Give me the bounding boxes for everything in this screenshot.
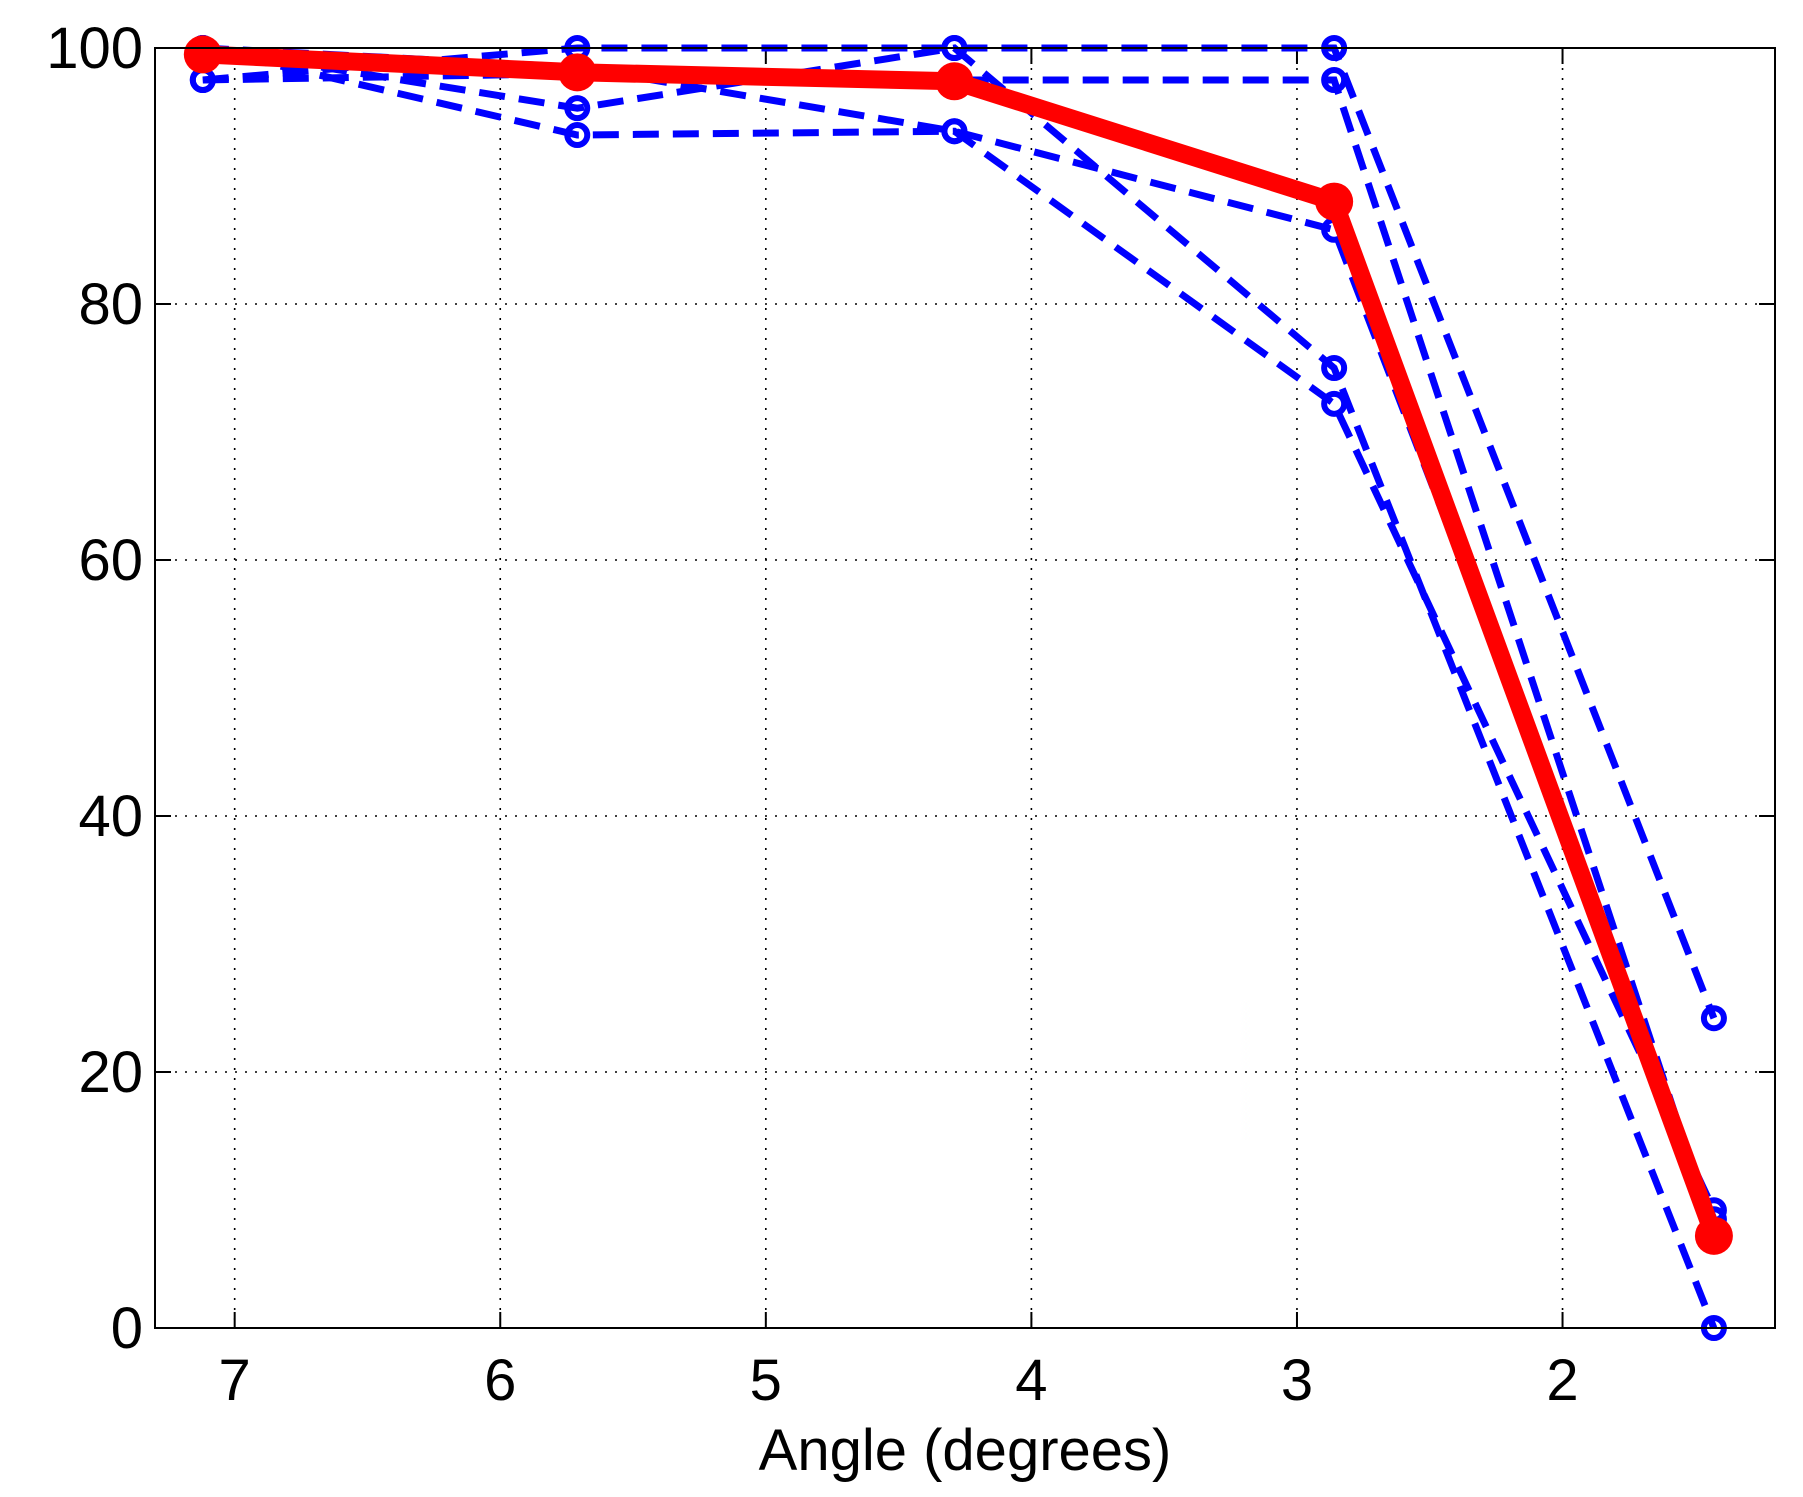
subject-2-line (202, 44, 1718, 1212)
x-axis-title: Angle (degrees) (759, 1418, 1172, 1483)
plot-frame (154, 47, 1776, 1329)
y-tick-label: 60 (78, 528, 143, 593)
subject-3-point (564, 95, 591, 122)
subject-4-point (1321, 67, 1348, 93)
x-tick-label: 4 (1015, 1348, 1047, 1413)
subject-2-point (1321, 390, 1348, 417)
x-tick-label: 6 (484, 1348, 516, 1413)
x-tick-label: 3 (1281, 1348, 1313, 1413)
mean-point (558, 53, 597, 92)
series-mean (183, 35, 1733, 1255)
subject-3-point (1321, 355, 1348, 381)
y-tick-label: 80 (78, 272, 143, 337)
y-tick-label: 40 (78, 784, 143, 849)
x-tick-label: 5 (750, 1348, 782, 1413)
x-tick-label: 7 (219, 1348, 251, 1413)
mean-point (1315, 182, 1354, 221)
mean-point (1694, 1216, 1733, 1255)
y-tick-label: 0 (111, 1296, 143, 1361)
subject-4-line (202, 70, 1718, 1234)
mean-point (935, 62, 974, 101)
y-tick-label: 20 (78, 1040, 143, 1105)
x-tick-label: 2 (1546, 1348, 1578, 1413)
subject-5-point (941, 118, 968, 145)
subject-1-point (1700, 1005, 1727, 1032)
y-tick-label: 100 (46, 16, 143, 81)
mean-point (183, 35, 222, 74)
subject-2-point (564, 122, 591, 149)
